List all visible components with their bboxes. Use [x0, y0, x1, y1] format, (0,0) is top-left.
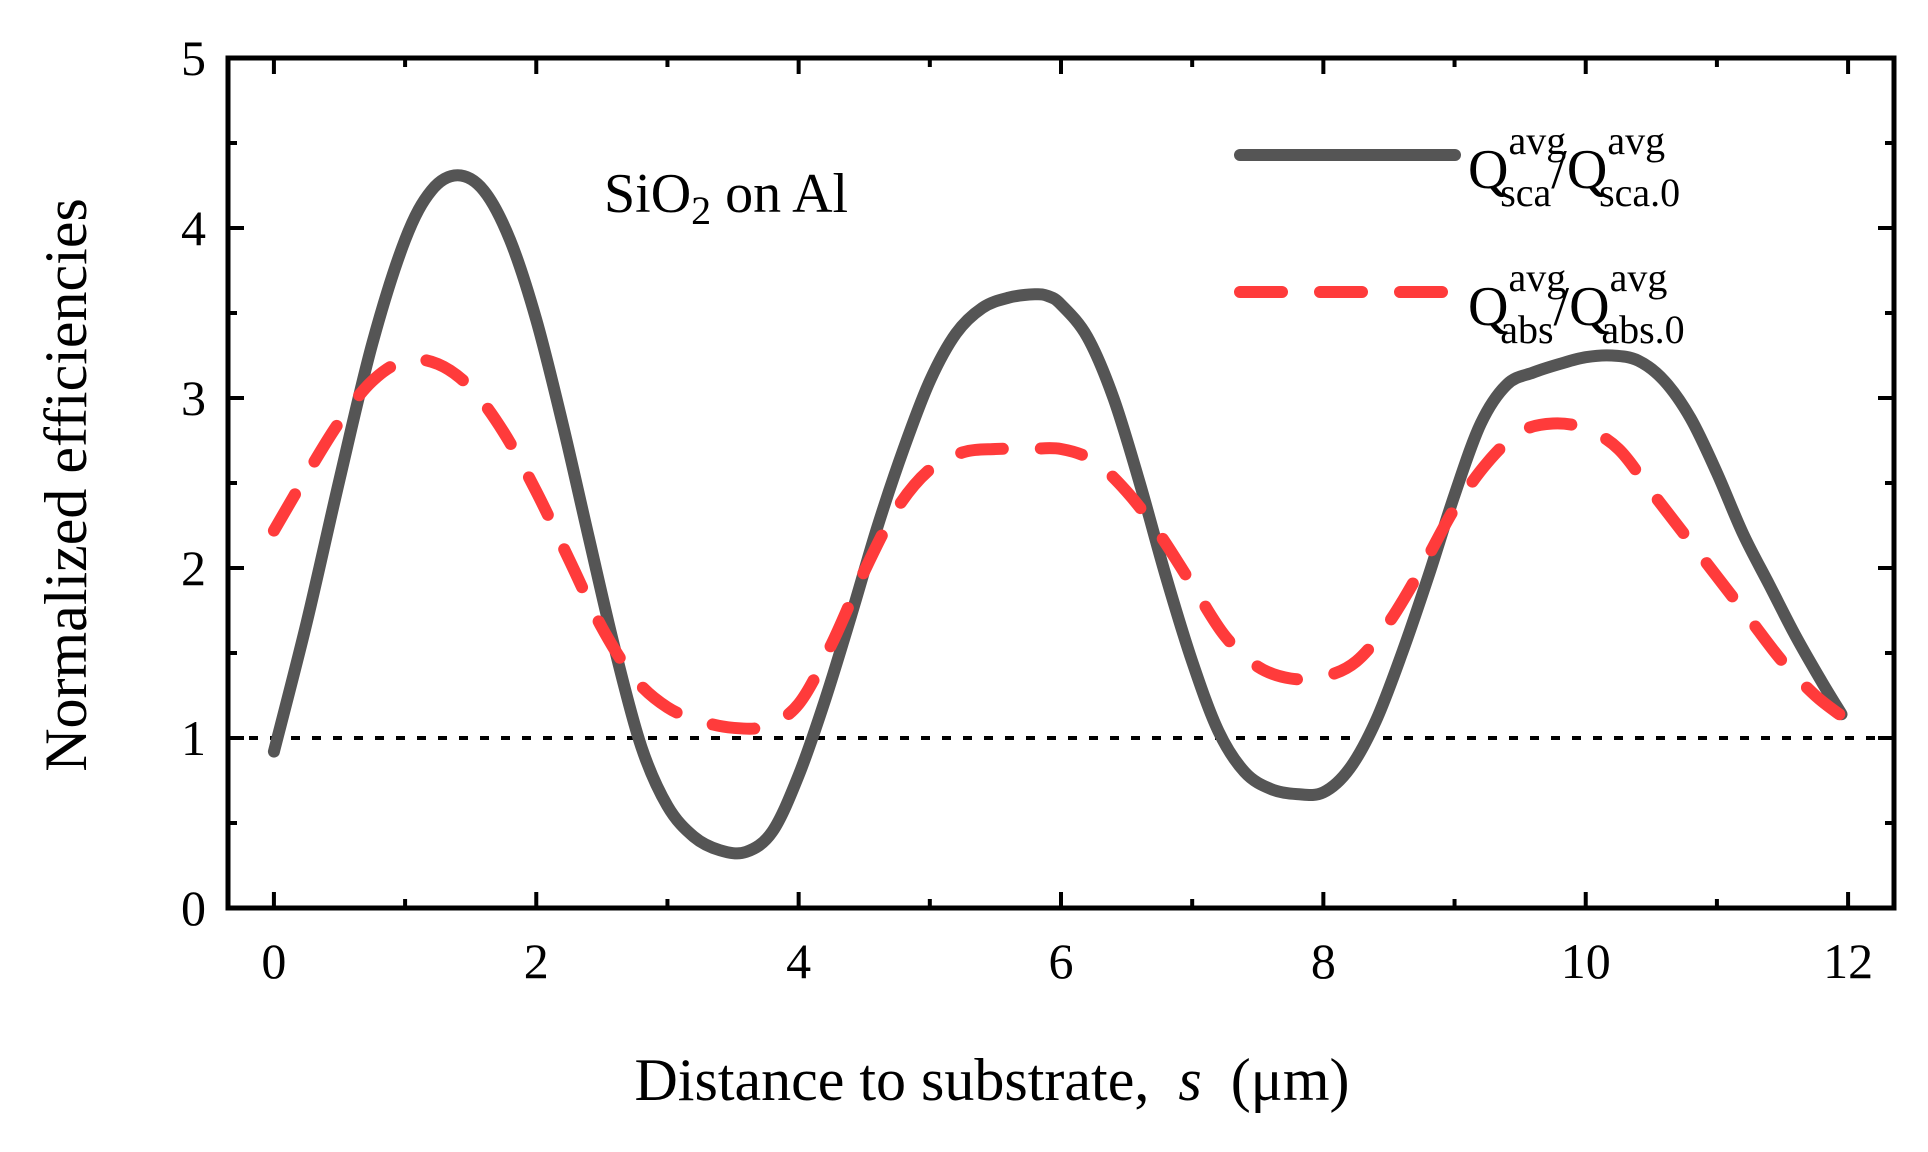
series-layer: [267, 169, 1848, 860]
series-line-sca: [267, 169, 1848, 860]
legend-abs-q2: Q: [1569, 276, 1609, 338]
y-tick-label: 3: [181, 370, 206, 426]
annotation-rest: on Al: [711, 163, 848, 225]
legend-label-sca: Qavg sca/Qavg sca.0: [1468, 118, 1680, 215]
legend-sca-q2: Q: [1567, 139, 1607, 201]
y-tick-label: 0: [181, 880, 206, 936]
x-tick-label: 4: [786, 933, 811, 989]
legend-abs-sup: avg: [1508, 255, 1566, 300]
legend-abs-sub2: abs.0: [1601, 307, 1684, 352]
x-tick-label: 2: [524, 933, 549, 989]
y-tick-label: 4: [181, 200, 206, 256]
annotation-main: SiO: [604, 163, 691, 225]
legend-sca-sub2: sca.0: [1599, 170, 1680, 215]
annotation-subscript: 2: [691, 188, 711, 233]
legend-sca-sup2: avg: [1607, 118, 1665, 163]
x-tick-label: 0: [261, 933, 286, 989]
y-tick-label: 1: [181, 710, 206, 766]
x-tick-label: 8: [1311, 933, 1336, 989]
material-annotation: SiO2 on Al: [604, 163, 848, 233]
x-axis-title-unit: (μm): [1231, 1047, 1350, 1113]
legend-sca-slash: /: [1551, 139, 1567, 201]
y-tick-label: 5: [181, 30, 206, 86]
legend-label-abs: Qavg abs/Qavg abs.0: [1468, 255, 1685, 352]
x-tick-label: 10: [1561, 933, 1611, 989]
legend-abs-sub: abs: [1500, 307, 1553, 352]
y-tick-label: 2: [181, 540, 206, 596]
legend-abs-slash: /: [1554, 276, 1570, 338]
legend-abs-q: Q: [1468, 276, 1508, 338]
x-axis-title-variable: s: [1178, 1047, 1201, 1113]
series-line-abs: [267, 353, 1848, 735]
legend: Qavg sca/Qavg sca.0 Qavg abs/Qavg abs.0: [1234, 118, 1685, 352]
x-tick-label: 6: [1049, 933, 1074, 989]
legend-sca-sup: avg: [1508, 118, 1566, 163]
legend-abs-sup2: avg: [1610, 255, 1668, 300]
x-axis-title-text: Distance to substrate,: [634, 1047, 1149, 1113]
x-axis-title: Distance to substrate, s (μm): [634, 1047, 1349, 1113]
tick-layer: [228, 56, 1894, 910]
legend-sca-sub: sca: [1500, 170, 1551, 215]
x-tick-label: 12: [1823, 933, 1873, 989]
legend-sca-q: Q: [1468, 139, 1508, 201]
y-axis-title: Normalized efficiencies: [33, 198, 99, 772]
